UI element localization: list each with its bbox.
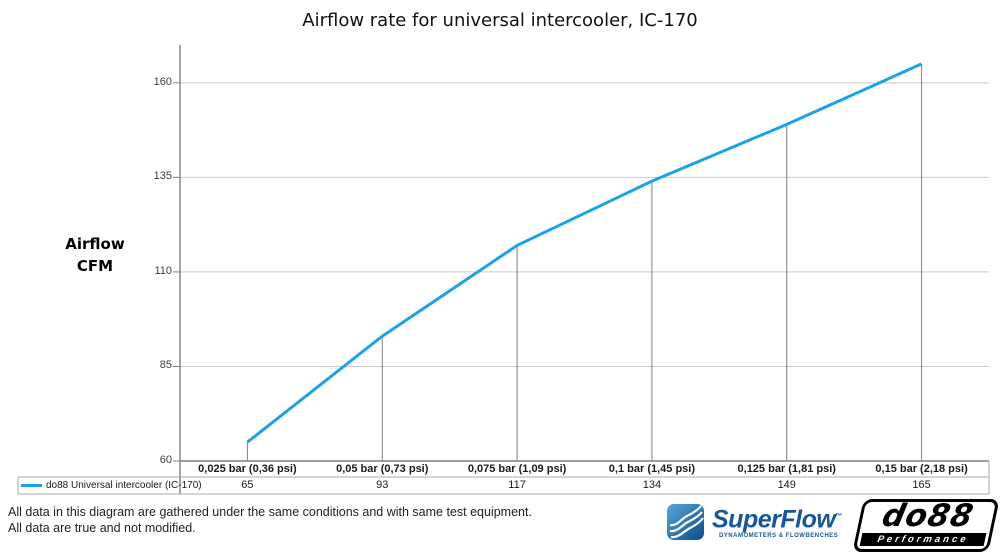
x-category-label: 0,1 bar (1,45 psi)	[608, 463, 696, 475]
x-category-label: 0,075 bar (1,09 psi)	[467, 463, 567, 475]
series-value-label: 117	[508, 479, 526, 491]
series-value-label: 134	[642, 479, 662, 491]
y-tick-label: 110	[154, 264, 172, 277]
superflow-wave-icon	[667, 504, 704, 540]
y-tick-label: 160	[153, 75, 172, 88]
series-line	[246, 62, 923, 444]
do88-name: do88	[878, 498, 978, 534]
do88-logo-frame: do88 Performance	[852, 498, 1000, 552]
superflow-tagline: DYNAMOMETERS & FLOWBENCHES	[718, 532, 839, 539]
superflow-wordmark: SuperFlow™ DYNAMOMETERS & FLOWBENCHES	[712, 505, 843, 539]
series-value-label: 165	[912, 479, 931, 491]
footer-note: All data in this diagram are gathered un…	[8, 504, 532, 536]
x-category-label: 0,025 bar (0,36 psi)	[198, 463, 297, 475]
legend: do88 Universal intercooler (IC-170)	[18, 477, 202, 494]
series-value-label: 149	[777, 479, 796, 491]
y-tick-label: 135	[153, 170, 172, 183]
x-category-label: 0,15 bar (2,18 psi)	[875, 463, 968, 475]
chart-title: Airflow rate for universal intercooler, …	[302, 10, 698, 31]
legend-label: do88 Universal intercooler (IC-170)	[46, 480, 202, 491]
y-tick-label: 60	[159, 454, 172, 466]
y-tick-label: 85	[159, 359, 172, 372]
x-category-label: 0,05 bar (0,73 psi)	[336, 463, 429, 475]
legend-line-swatch	[21, 484, 42, 487]
superflow-logo: SuperFlow™ DYNAMOMETERS & FLOWBENCHES	[666, 502, 842, 542]
do88-logo: do88 Performance	[852, 498, 1000, 552]
series-value-label: 65	[241, 479, 254, 491]
footer-line-2: All data are true and not modified.	[8, 521, 196, 535]
do88-tagline-bar: Performance	[859, 533, 987, 546]
superflow-trademark: ™	[835, 513, 843, 521]
series-value-label: 93	[376, 479, 389, 491]
y-axis-label: Airflow CFM	[65, 235, 125, 275]
footer-line-1: All data in this diagram are gathered un…	[8, 505, 532, 519]
x-category-label: 0,125 bar (1,81 psi)	[737, 463, 836, 475]
do88-tagline: Performance	[876, 534, 970, 545]
superflow-name: SuperFlow™	[712, 505, 843, 534]
